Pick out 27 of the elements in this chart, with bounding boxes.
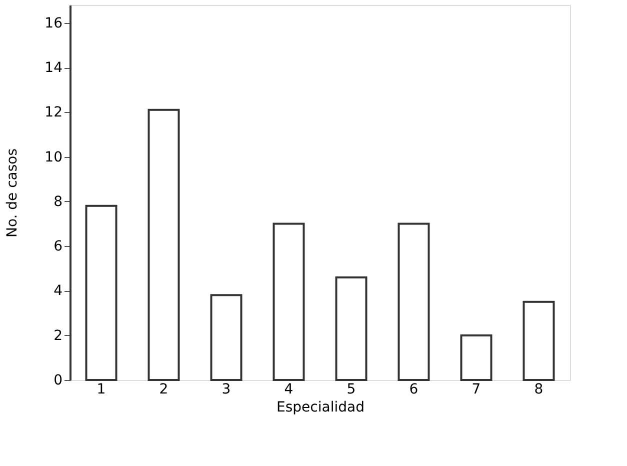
y-tick-label: 16 <box>44 15 63 32</box>
x-tick-label: 3 <box>222 382 231 398</box>
x-tick-label: 4 <box>284 382 294 398</box>
y-tick-label: 14 <box>44 60 63 76</box>
x-tick-label: 7 <box>472 382 481 398</box>
y-tick-label: 0 <box>54 372 62 388</box>
bar <box>335 276 368 381</box>
x-axis-title: Especialidad <box>276 400 364 416</box>
y-axis-title: No. de casos <box>4 148 21 238</box>
bar <box>272 222 305 381</box>
y-tick-label: 6 <box>54 238 63 255</box>
bar <box>398 222 430 381</box>
bar <box>210 294 242 381</box>
x-tick-label: 6 <box>409 382 418 398</box>
x-tick-label: 2 <box>159 382 168 398</box>
x-tick-label: 1 <box>96 382 106 398</box>
y-tick-label: 8 <box>54 194 62 210</box>
x-tick-label: 8 <box>534 382 544 398</box>
x-tick-label: 5 <box>346 382 356 398</box>
bar <box>522 300 555 381</box>
y-tick-label: 2 <box>54 328 62 344</box>
bar <box>460 334 492 381</box>
y-tick-label: 4 <box>54 283 63 300</box>
bar <box>148 108 180 381</box>
y-tick-label: 12 <box>44 104 62 121</box>
y-tick-label: 10 <box>44 149 62 166</box>
bar <box>85 204 118 381</box>
